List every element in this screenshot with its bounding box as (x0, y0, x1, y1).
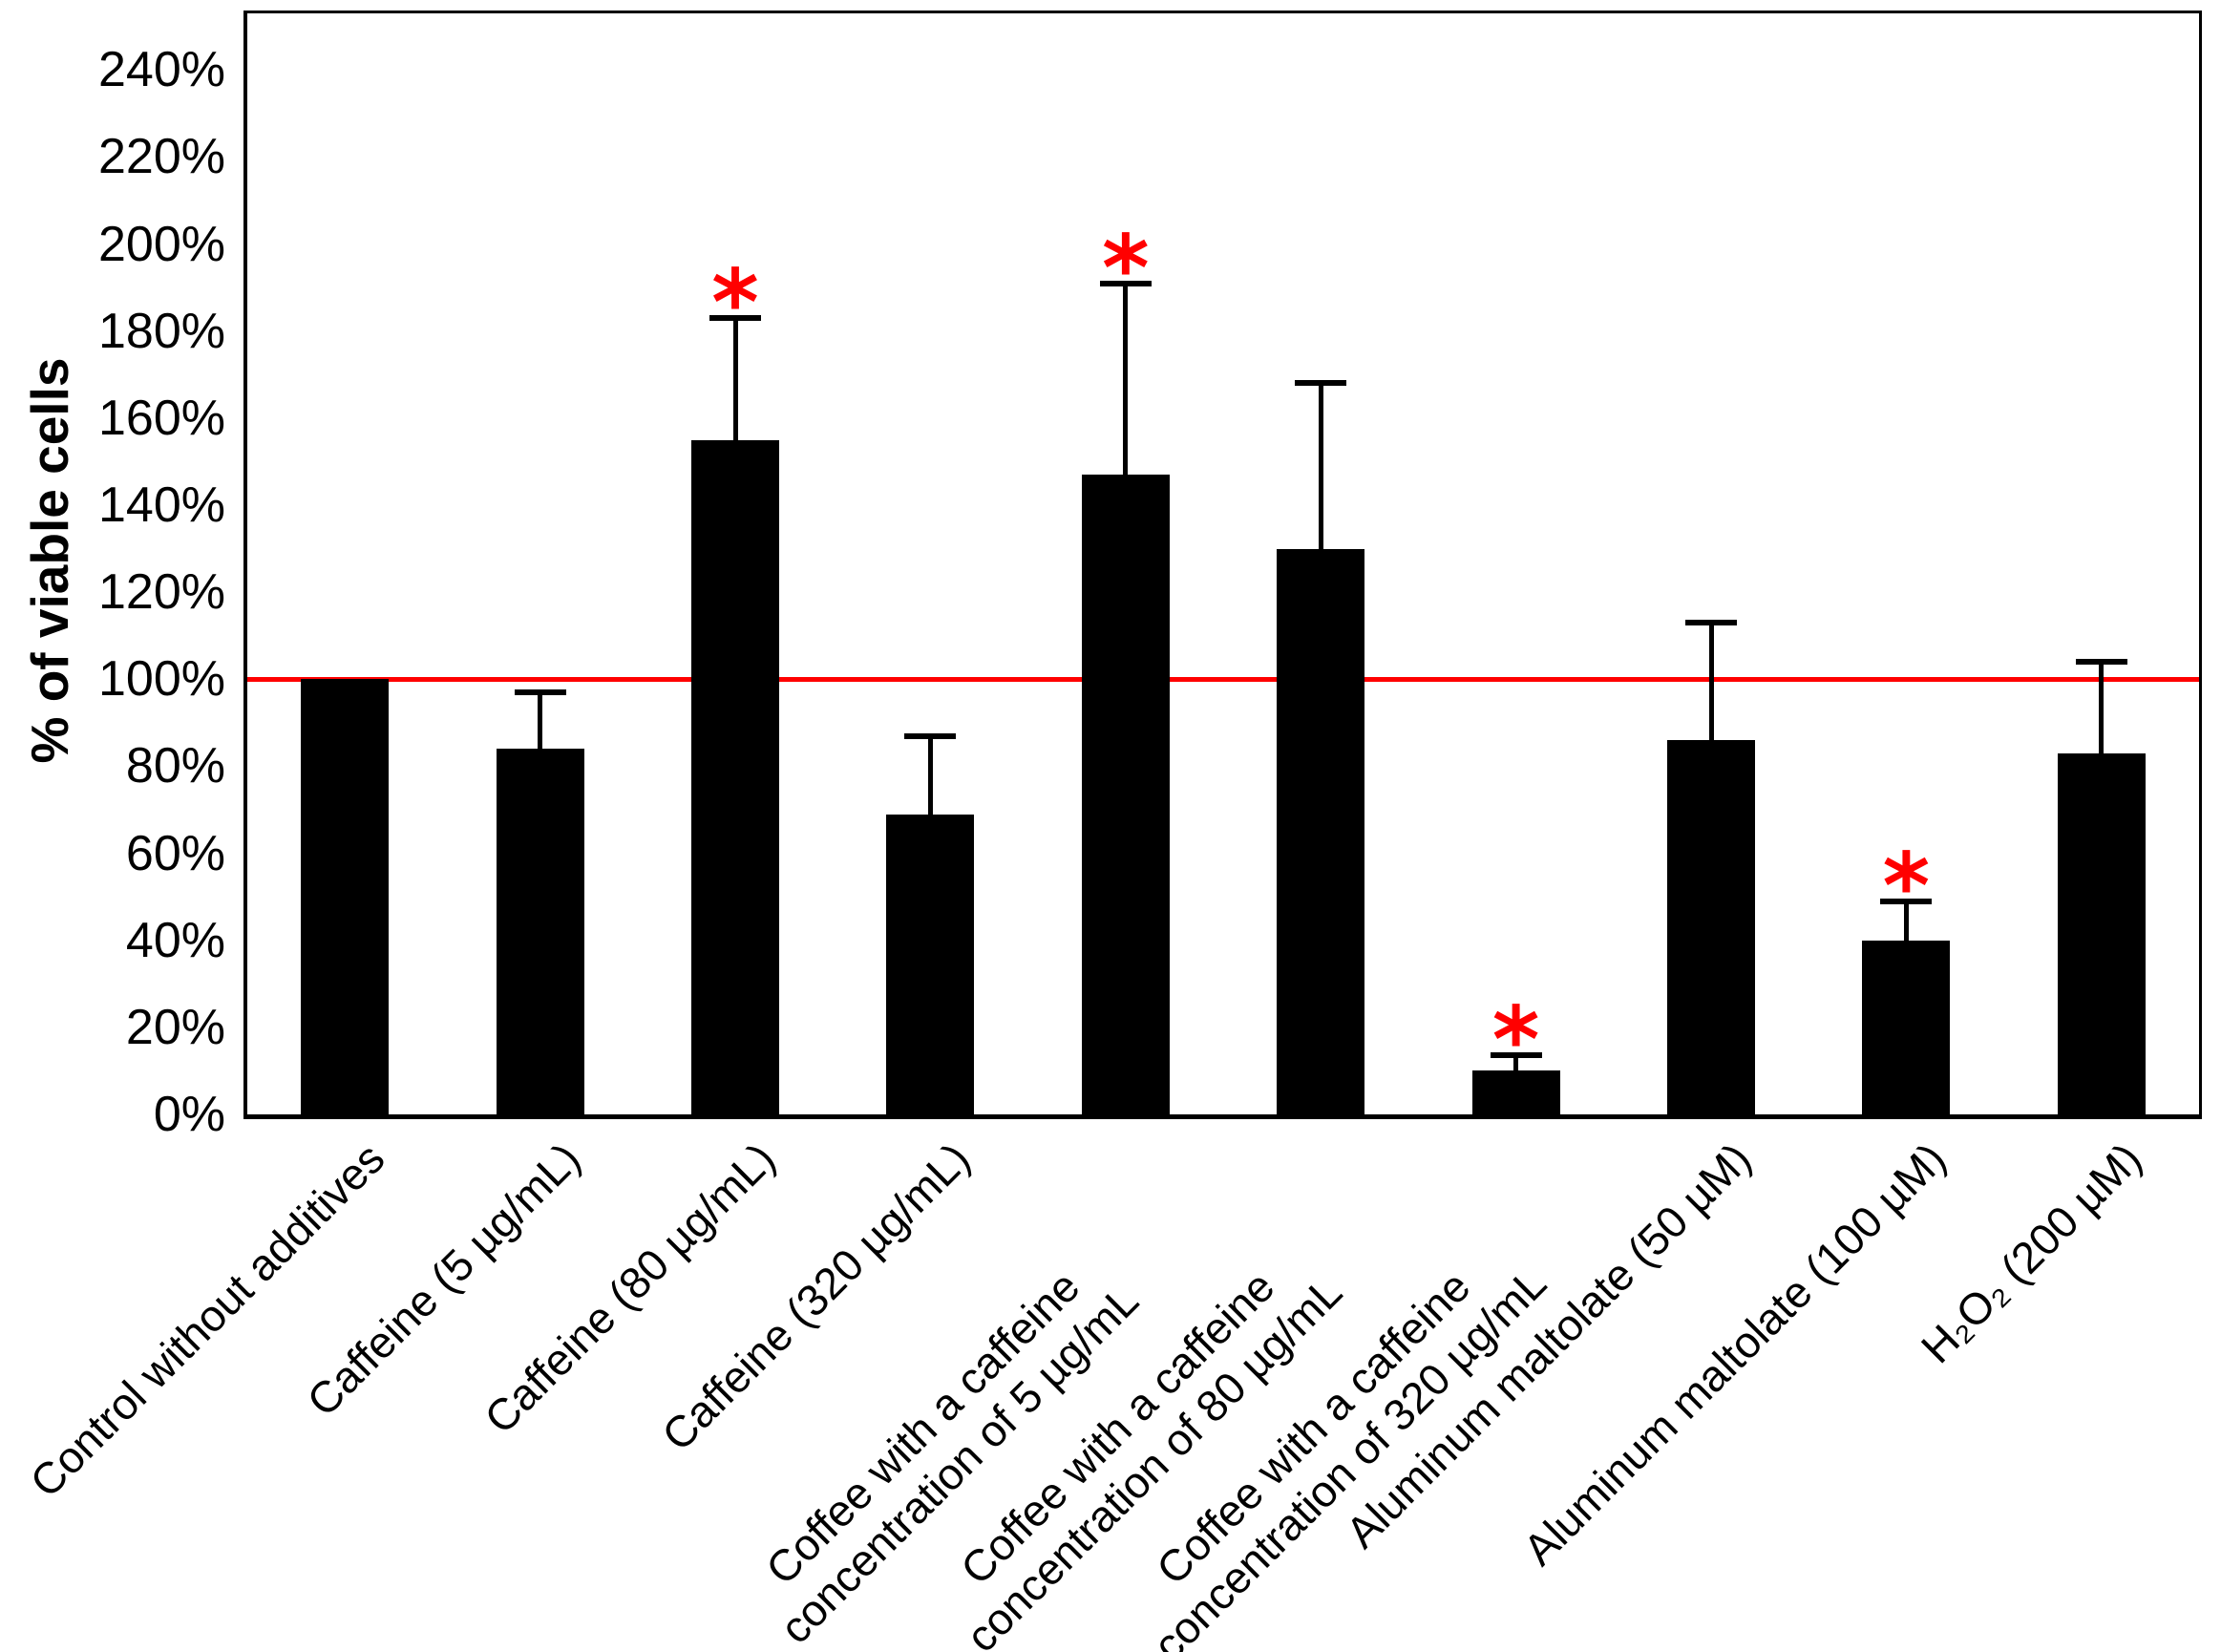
bar-10 (2057, 752, 2146, 1114)
bar-9 (1862, 940, 1951, 1114)
error-bar-10 (2099, 662, 2105, 753)
bar-4 (886, 814, 975, 1114)
y-tick-label-240: 240% (98, 42, 225, 98)
error-bar-3 (732, 318, 738, 440)
y-tick-label-140: 140% (98, 477, 225, 533)
y-tick-label-100: 100% (98, 651, 225, 708)
bar-3 (691, 439, 779, 1114)
bar-1 (301, 679, 390, 1114)
error-bar-cap-6 (1295, 380, 1347, 387)
significance-asterisk-5: * (1101, 216, 1150, 322)
y-tick-label-0: 0% (153, 1087, 225, 1142)
error-bar-cap-8 (1685, 620, 1737, 626)
y-tick-label-80: 80% (125, 738, 225, 794)
bar-5 (1081, 475, 1170, 1114)
error-bar-9 (1903, 900, 1909, 941)
error-bar-4 (927, 735, 933, 815)
reference-line-100-percent (247, 677, 2199, 683)
error-bar-cap-9 (1880, 898, 1933, 904)
y-tick-label-220: 220% (98, 129, 225, 185)
error-bar-cap-2 (514, 688, 566, 695)
y-tick-label-160: 160% (98, 390, 225, 446)
y-tick-label-200: 200% (98, 216, 225, 272)
error-bar-6 (1318, 383, 1323, 549)
error-bar-5 (1123, 283, 1129, 476)
error-bar-cap-5 (1099, 280, 1152, 286)
y-tick-label-40: 40% (125, 912, 225, 968)
error-bar-8 (1708, 623, 1714, 741)
error-bar-cap-4 (904, 732, 957, 739)
significance-asterisk-9: * (1882, 834, 1931, 940)
significance-asterisk-3: * (711, 251, 759, 356)
y-tick-label-180: 180% (98, 303, 225, 359)
error-bar-cap-7 (1490, 1052, 1542, 1059)
error-bar-cap-3 (709, 315, 761, 321)
y-tick-label-120: 120% (98, 564, 225, 621)
bar-2 (496, 749, 584, 1114)
error-bar-2 (538, 691, 543, 750)
y-tick-label-20: 20% (125, 999, 225, 1055)
y-tick-label-60: 60% (125, 825, 225, 881)
error-bar-cap-10 (2075, 659, 2127, 666)
bar-8 (1667, 740, 1755, 1114)
bar-6 (1277, 548, 1365, 1114)
bar-7 (1471, 1070, 1560, 1114)
plot-area: * * * * (243, 11, 2202, 1119)
error-bar-7 (1513, 1055, 1519, 1071)
significance-asterisk-7: * (1491, 988, 1540, 1094)
